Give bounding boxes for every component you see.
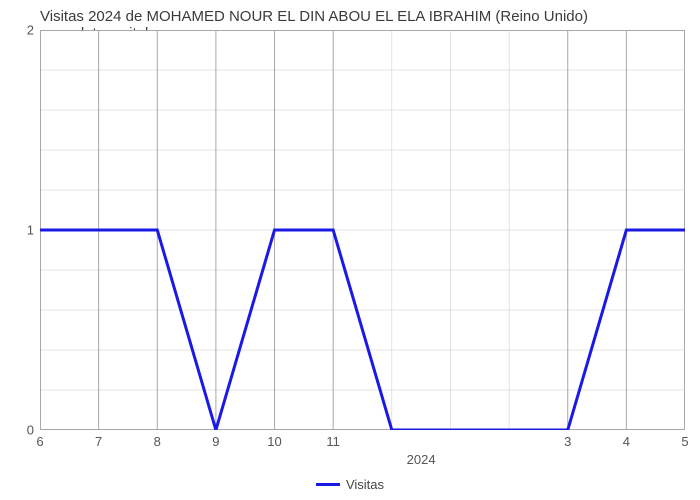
legend-swatch (316, 483, 340, 486)
y-tick-label: 0 (14, 423, 34, 438)
x-tick-label: 8 (154, 434, 161, 449)
x-tick-label: 3 (564, 434, 571, 449)
x-tick-label: 11 (326, 434, 340, 449)
x-tick-label: 6 (36, 434, 43, 449)
x-tick-label: 10 (267, 434, 281, 449)
x-tick-label: 5 (681, 434, 688, 449)
legend-label: Visitas (346, 477, 384, 492)
x-tick-label: 7 (95, 434, 102, 449)
chart-plot-area (40, 30, 685, 430)
x-tick-label: 4 (623, 434, 630, 449)
y-tick-label: 1 (14, 223, 34, 238)
y-tick-label: 2 (14, 23, 34, 38)
chart-svg (40, 30, 685, 430)
legend: Visitas (316, 477, 384, 492)
x-tick-label: 9 (212, 434, 219, 449)
x-axis-year-label: 2024 (407, 452, 436, 467)
